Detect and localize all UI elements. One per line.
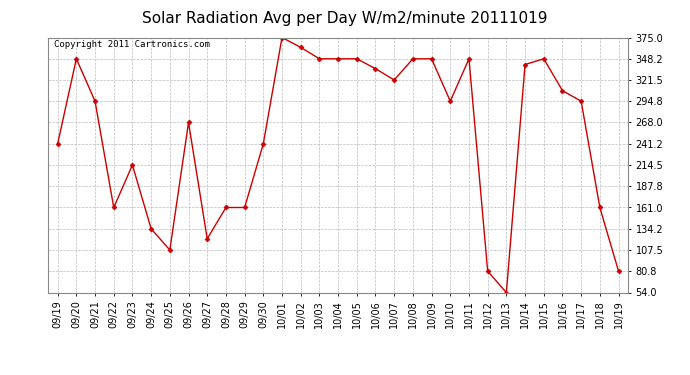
Text: Copyright 2011 Cartronics.com: Copyright 2011 Cartronics.com [54, 40, 210, 49]
Text: Solar Radiation Avg per Day W/m2/minute 20111019: Solar Radiation Avg per Day W/m2/minute … [142, 11, 548, 26]
